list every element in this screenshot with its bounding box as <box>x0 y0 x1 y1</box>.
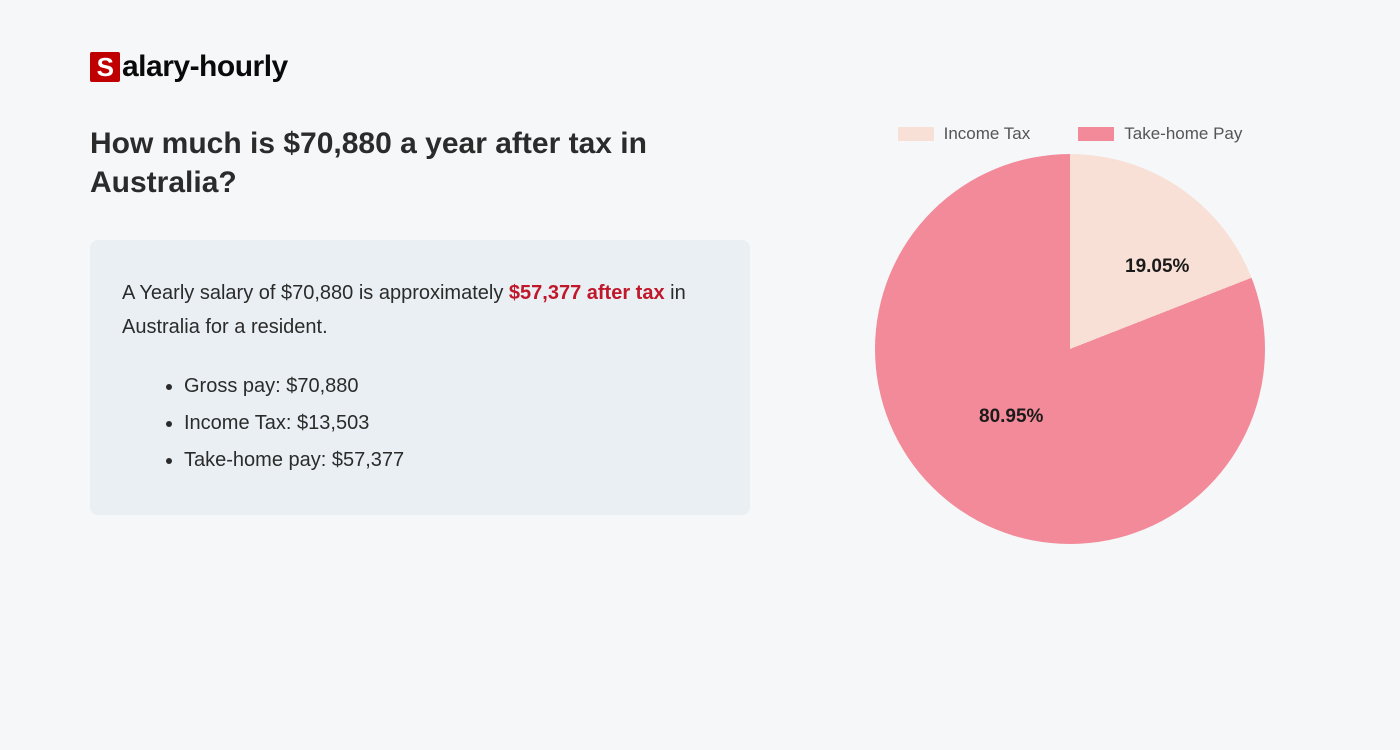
legend-item-income-tax: Income Tax <box>898 124 1031 144</box>
site-logo: Salary-hourly <box>90 50 1310 84</box>
content-row: How much is $70,880 a year after tax in … <box>90 124 1310 544</box>
summary-highlight: $57,377 after tax <box>509 282 665 304</box>
legend-swatch <box>1078 127 1114 141</box>
logo-badge: S <box>90 52 120 82</box>
legend-item-take-home: Take-home Pay <box>1078 124 1242 144</box>
page: Salary-hourly How much is $70,880 a year… <box>0 0 1400 750</box>
summary-card: A Yearly salary of $70,880 is approximat… <box>90 240 750 515</box>
list-item: Income Tax: $13,503 <box>184 405 710 442</box>
left-column: How much is $70,880 a year after tax in … <box>90 124 750 544</box>
pie-chart: 19.05% 80.95% <box>875 154 1265 544</box>
details-list: Gross pay: $70,880 Income Tax: $13,503 T… <box>122 368 710 479</box>
list-item: Gross pay: $70,880 <box>184 368 710 405</box>
right-column: Income Tax Take-home Pay 19.05% 80.95% <box>830 124 1310 544</box>
list-item: Take-home pay: $57,377 <box>184 442 710 479</box>
summary-prefix: A Yearly salary of $70,880 is approximat… <box>122 282 509 304</box>
legend-label: Take-home Pay <box>1124 124 1242 144</box>
summary-text: A Yearly salary of $70,880 is approximat… <box>122 276 710 344</box>
slice-label-take-home: 80.95% <box>979 406 1043 428</box>
slice-label-income-tax: 19.05% <box>1125 256 1189 278</box>
legend-swatch <box>898 127 934 141</box>
legend-label: Income Tax <box>944 124 1031 144</box>
logo-text: alary-hourly <box>122 50 288 84</box>
page-title: How much is $70,880 a year after tax in … <box>90 124 750 202</box>
pie-graphic <box>875 154 1265 544</box>
chart-legend: Income Tax Take-home Pay <box>830 124 1310 144</box>
